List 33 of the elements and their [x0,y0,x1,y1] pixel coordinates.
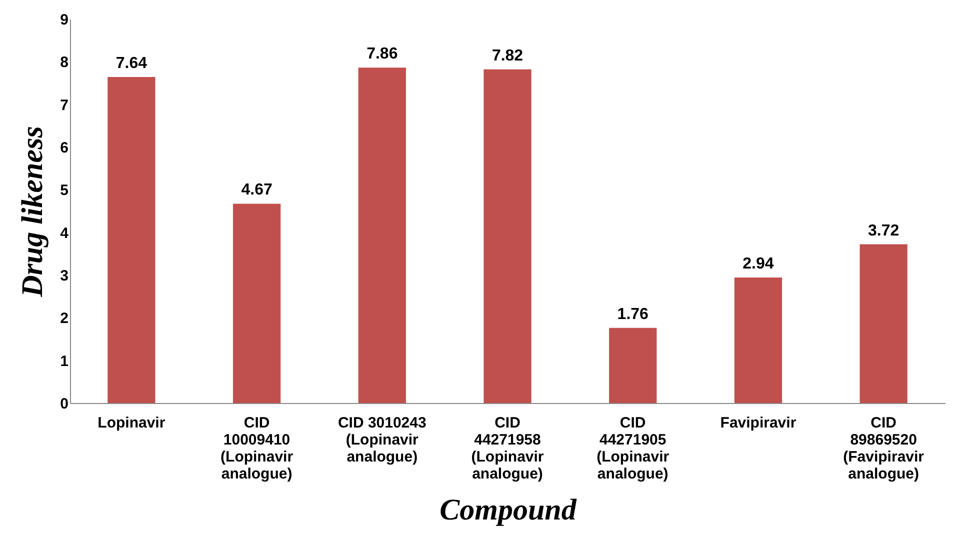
bar [860,244,908,403]
y-tick-label: 6 [60,140,68,156]
bar [232,204,281,403]
y-tick-label: 5 [60,182,68,200]
data-label: 3.72 [868,222,900,240]
data-label: 1.76 [617,306,649,323]
x-axis-title: Compound [440,494,578,526]
x-tick-label: CID 89869520 (Favipiravir analogue) [843,414,924,482]
x-tick-label: Lopinavir [98,414,166,432]
y-tick-label: 0 [60,396,68,412]
y-tick-label: 7 [60,96,68,114]
x-tick-label: CID 10009410 (Lopinavir analogue) [220,414,294,482]
x-tick-label: Favipiravir [720,414,796,432]
data-label: 2.94 [742,256,774,273]
x-tick-label: CID 3010243 (Lopinavir analogue) [338,414,426,466]
data-label: 4.67 [241,182,272,199]
data-label: 7.86 [366,46,398,63]
y-tick-label: 2 [60,310,68,328]
y-tick-label: 4 [60,224,70,242]
bar [108,77,156,403]
x-tick-label: CID 44271958 (Lopinavir analogue) [471,414,544,482]
bar [609,328,657,403]
bar [734,278,782,403]
bar [484,69,532,403]
y-tick-label: 9 [60,12,68,28]
data-label: 7.82 [492,47,524,64]
bar [358,68,406,403]
data-label: 7.64 [116,55,148,72]
x-tick-label: CID 44271905 (Lopinavir analogue) [596,414,670,482]
y-tick-label: 1 [60,352,68,370]
y-tick-label: 3 [60,268,68,284]
y-axis-title: Drug likeness [16,126,50,298]
y-tick-label: 8 [60,54,68,72]
